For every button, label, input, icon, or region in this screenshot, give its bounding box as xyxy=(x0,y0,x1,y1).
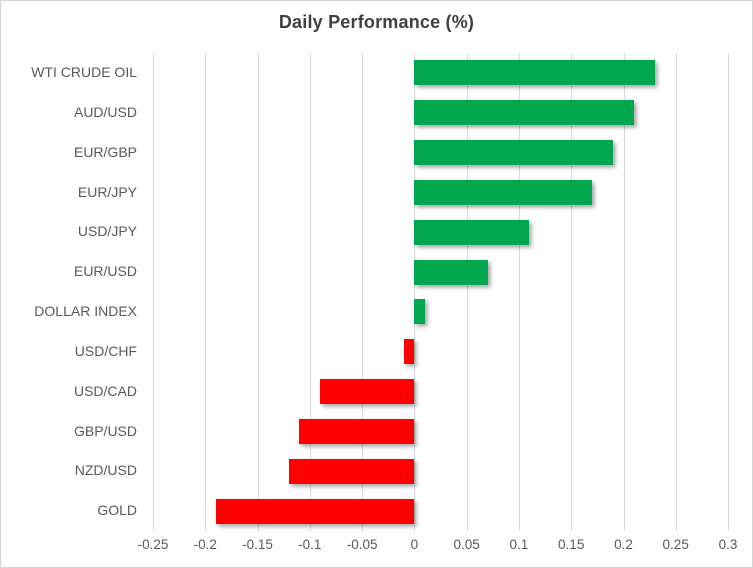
bar-usd-jpy xyxy=(414,219,530,245)
category-label-eur-jpy: EUR/JPY xyxy=(77,183,137,200)
x-tick-label-0-25: 0.25 xyxy=(662,537,689,552)
bar-eur-gbp xyxy=(414,140,613,166)
category-label-aud-usd: AUD/USD xyxy=(73,103,137,120)
x-tick-label-0-2: -0.2 xyxy=(193,537,217,552)
gridline-0.2 xyxy=(623,53,625,531)
x-tick-label-0-2: 0.2 xyxy=(614,537,633,552)
bar-gold xyxy=(215,498,415,524)
bar-usd-cad xyxy=(320,379,415,405)
category-label-gbp-usd: GBP/USD xyxy=(73,422,137,439)
bar-gbp-usd xyxy=(299,418,415,444)
bar-aud-usd xyxy=(414,100,634,126)
plot-area xyxy=(153,53,729,531)
gridline--0.05 xyxy=(362,53,364,531)
bar-wti-crude-oil xyxy=(414,60,655,86)
category-label-usd-chf: USD/CHF xyxy=(74,342,137,359)
gridline--0.1 xyxy=(309,53,311,531)
category-label-usd-jpy: USD/JPY xyxy=(77,223,137,240)
x-tick-label-0-1: -0.1 xyxy=(298,537,322,552)
gridline-0.3 xyxy=(728,53,729,531)
x-tick-label-0-3: 0.3 xyxy=(718,537,738,552)
x-tick-label-0-1: 0.1 xyxy=(509,537,529,552)
bar-usd-chf xyxy=(403,339,415,365)
category-label-eur-usd: EUR/USD xyxy=(73,263,137,280)
category-label-nzd-usd: NZD/USD xyxy=(74,462,137,479)
x-tick-label-0-25: -0.25 xyxy=(137,537,169,552)
category-label-wti-crude-oil: WTI CRUDE OIL xyxy=(31,64,137,80)
bar-dollar-index xyxy=(414,299,425,325)
x-tick-label-0-15: 0.15 xyxy=(558,537,585,552)
category-label-dollar-index: DOLLAR INDEX xyxy=(34,303,137,319)
bar-eur-jpy xyxy=(414,179,593,205)
x-tick-label-0-05: -0.05 xyxy=(346,537,378,552)
category-label-usd-cad: USD/CAD xyxy=(73,382,137,399)
x-tick-label-0: 0 xyxy=(410,537,419,552)
chart-title: Daily Performance (%) xyxy=(278,12,475,32)
category-label-eur-gbp: EUR/GBP xyxy=(73,143,137,160)
gridline--0.15 xyxy=(257,53,259,531)
gridline-0.15 xyxy=(571,53,573,531)
category-axis: WTI CRUDE OIL AUD/USD EUR/GBP EUR/JPY USD/JP… xyxy=(1,53,137,531)
gridline-0.25 xyxy=(675,53,677,531)
value-axis: -0.25 -0.2 -0.15 -0.1 -0.05 0 0.05 0.1 0.15 0.2 0.… xyxy=(1,537,752,555)
gridline-0.1 xyxy=(518,53,520,531)
gridline-0.05 xyxy=(466,53,468,531)
x-tick-label-0-15: -0.15 xyxy=(242,537,273,552)
category-label-gold: GOLD xyxy=(97,502,137,519)
bar-eur-usd xyxy=(414,259,488,285)
bar-nzd-usd xyxy=(288,458,415,484)
x-tick-label-0-05: 0.05 xyxy=(453,537,480,552)
gridline--0.2 xyxy=(205,53,207,531)
gridline--0.25 xyxy=(153,53,154,531)
gridline-0 xyxy=(414,53,416,531)
